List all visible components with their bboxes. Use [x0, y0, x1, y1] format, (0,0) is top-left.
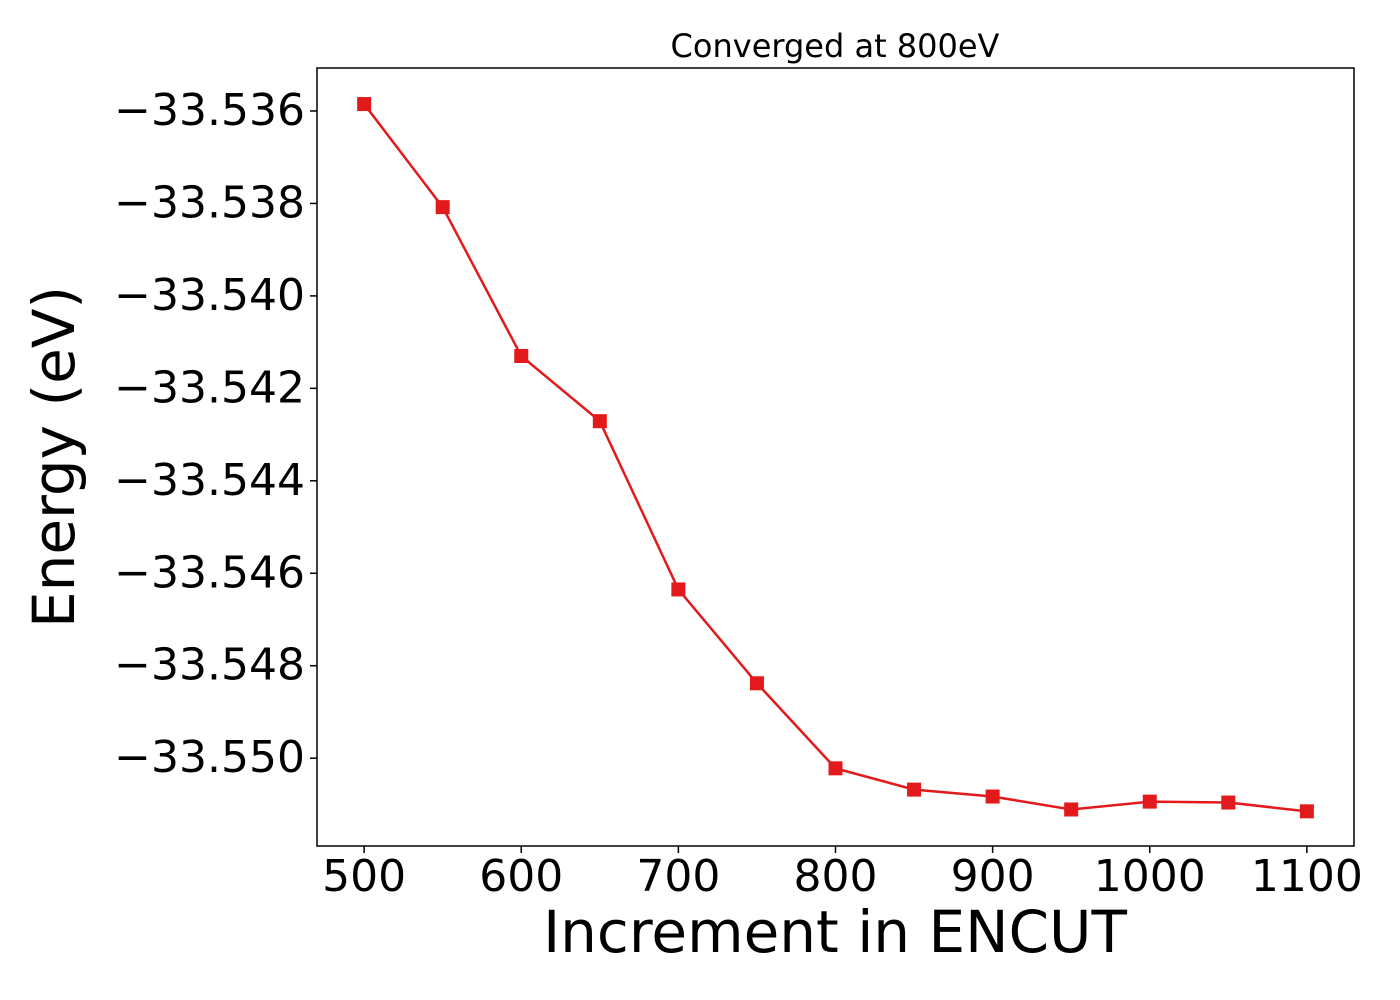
marker: [1142, 794, 1157, 809]
y-tick-label: −33.550: [114, 732, 305, 783]
x-tick-label: 700: [636, 851, 720, 902]
marker: [435, 200, 450, 215]
marker: [1064, 802, 1079, 817]
plot-frame: [316, 67, 1355, 847]
marker: [828, 761, 843, 776]
x-tick-label: 800: [794, 851, 878, 902]
x-tick-label: 600: [479, 851, 563, 902]
chart-title: Converged at 800eV: [671, 27, 1000, 65]
marker: [1221, 795, 1236, 810]
x-tick-label: 900: [951, 851, 1035, 902]
marker: [671, 582, 686, 597]
x-tick-label: 500: [322, 851, 406, 902]
marker: [514, 348, 529, 363]
y-tick-label: −33.538: [114, 177, 305, 228]
y-tick-label: −33.542: [114, 362, 305, 413]
marker: [1299, 804, 1314, 819]
y-tick-label: −33.548: [114, 640, 305, 691]
marker: [749, 676, 764, 691]
y-tick-label: −33.540: [114, 270, 305, 321]
y-tick-label: −33.536: [114, 85, 305, 136]
marker: [907, 782, 922, 797]
y-tick-label: −33.546: [114, 547, 305, 598]
y-axis-label: Energy (eV): [20, 286, 88, 628]
line: [363, 103, 1307, 813]
y-tick-label: −33.544: [114, 455, 305, 506]
marker: [592, 414, 607, 429]
x-axis-label: Increment in ENCUT: [543, 898, 1127, 966]
x-tick-label: 1000: [1094, 851, 1206, 902]
marker: [357, 97, 372, 112]
x-tick-label: 1100: [1251, 851, 1363, 902]
marker: [985, 789, 1000, 804]
